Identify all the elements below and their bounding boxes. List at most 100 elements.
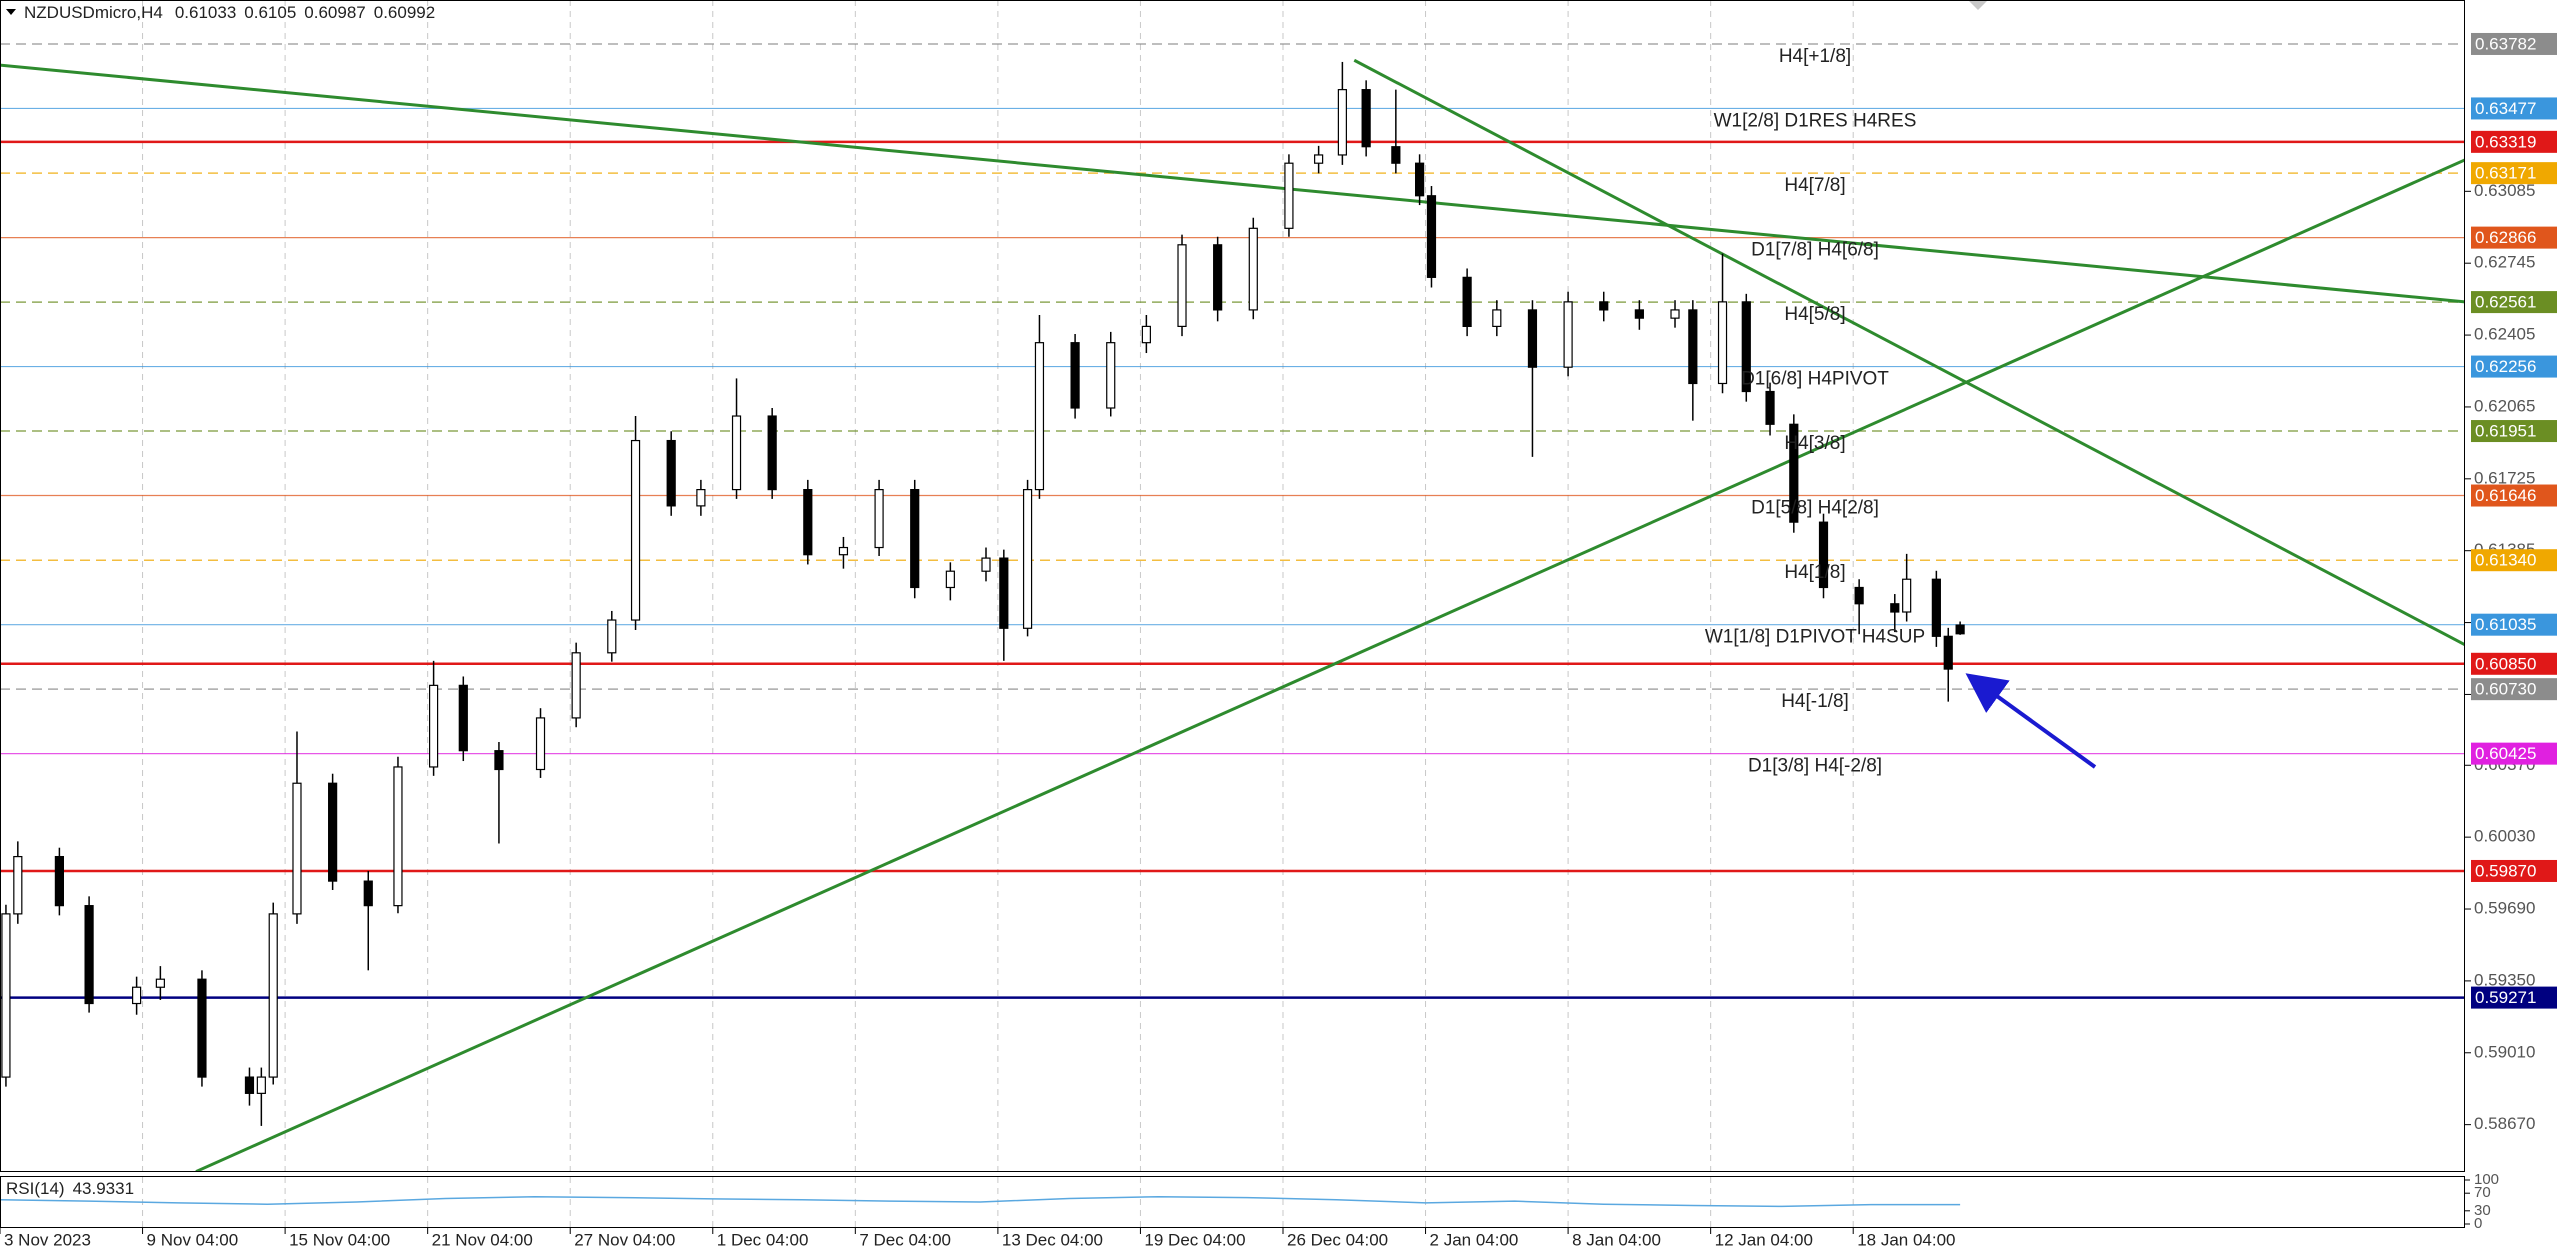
trend-line: [195, 158, 2465, 1172]
y-tick-label: 0.58670: [2474, 1114, 2535, 1133]
price-box-label: 0.61035: [2475, 615, 2536, 634]
x-tick-label: 1 Dec 04:00: [717, 1230, 809, 1249]
candle-body: [1314, 154, 1324, 164]
candle-body: [731, 415, 742, 491]
ohlc-low: 0.60987: [304, 3, 365, 22]
candle-body: [1106, 342, 1116, 409]
candle-body: [945, 570, 955, 589]
y-tick-label: 0.62405: [2474, 325, 2535, 344]
rsi-frame: [0, 1176, 2465, 1228]
price-box-label: 0.61951: [2475, 422, 2536, 441]
candle-body: [328, 782, 338, 882]
level-label: H4[-1/8]: [1781, 691, 1849, 712]
level-label: D1[5/8] H4[2/8]: [1751, 498, 1879, 519]
rsi-tick-label: 0: [2474, 1215, 2482, 1232]
candle-body: [256, 1076, 266, 1094]
candle-body: [1955, 624, 1965, 635]
level-label: H4[5/8]: [1784, 304, 1845, 325]
header: NZDUSDmicro,H4 0.61033 0.6105 0.60987 0.6099…: [24, 3, 435, 22]
level-label: D1[7/8] H4[6/8]: [1751, 240, 1879, 261]
level-label: D1[3/8] H4[-2/8]: [1748, 756, 1882, 777]
x-tick-label: 21 Nov 04:00: [432, 1230, 533, 1249]
candle-body: [874, 489, 884, 549]
trend-line: [0, 63, 2465, 304]
level-label: H4[7/8]: [1784, 175, 1845, 196]
x-tick-label: 2 Jan 04:00: [1430, 1230, 1519, 1249]
candle-body: [1634, 309, 1644, 319]
candle-body: [1, 913, 11, 1078]
x-tick-label: 26 Dec 04:00: [1287, 1230, 1388, 1249]
candle-layer: [1, 61, 1965, 1126]
candle-body: [1141, 325, 1151, 344]
candle-body: [13, 855, 23, 915]
x-tick-label: 8 Jan 04:00: [1572, 1230, 1661, 1249]
candle-body: [1177, 244, 1187, 328]
x-tick-label: 3 Nov 2023: [4, 1230, 91, 1249]
price-box-label: 0.62866: [2475, 228, 2536, 247]
candle-body: [1943, 635, 1953, 670]
x-tick-label: 12 Jan 04:00: [1715, 1230, 1813, 1249]
rsi-layer: [0, 1195, 1961, 1208]
y-tick-label: 0.59350: [2474, 970, 2535, 989]
candle-body: [571, 652, 581, 719]
plot-frame: [0, 0, 2465, 1172]
rsi-tick-label: 30: [2474, 1202, 2491, 1219]
price-box: [2471, 484, 2557, 507]
candle-body: [1931, 578, 1941, 637]
price-box-label: 0.63171: [2475, 164, 2536, 183]
candle-body: [1415, 162, 1425, 197]
level-label: D1[6/8] H4PIVOT: [1741, 369, 1889, 390]
x-tick-label: 18 Jan 04:00: [1857, 1230, 1955, 1249]
ohlc-open: 0.61033: [175, 3, 236, 22]
x-tick-label: 9 Nov 04:00: [147, 1230, 239, 1249]
candle-body: [1789, 423, 1799, 523]
candle-body: [1854, 586, 1864, 605]
ohlc-close: 0.60992: [374, 3, 435, 22]
candle-body: [1902, 578, 1912, 613]
candle-body: [630, 439, 641, 621]
price-box: [2471, 652, 2557, 675]
candle-body: [1890, 603, 1900, 613]
y-tick-label: 0.59010: [2474, 1042, 2535, 1061]
candle-body: [535, 717, 546, 771]
candle-body: [999, 557, 1009, 629]
price-box-label: 0.59271: [2475, 988, 2536, 1007]
y-tick-label: 0.63085: [2474, 181, 2535, 200]
price-box: [2471, 226, 2557, 249]
y-tick-label: 0.60030: [2474, 827, 2535, 846]
candle-body: [292, 782, 302, 915]
price-box-label: 0.60425: [2475, 744, 2536, 763]
price-box-label: 0.61646: [2475, 486, 2536, 505]
price-box: [2471, 742, 2557, 765]
price-box: [2471, 420, 2557, 443]
candle-body: [981, 557, 991, 572]
price-box: [2471, 678, 2557, 701]
x-tick-label: 7 Dec 04:00: [859, 1230, 951, 1249]
price-box: [2471, 549, 2557, 572]
candle-body: [1361, 89, 1371, 148]
level-label: H4[1/8]: [1784, 562, 1845, 583]
candle-body: [1492, 309, 1502, 328]
candle-body: [155, 978, 165, 988]
rsi-tick-label: 70: [2474, 1184, 2491, 1201]
candle-body: [1070, 342, 1080, 409]
candle-body: [54, 855, 64, 907]
y-tick-label: 0.59690: [2474, 899, 2535, 918]
candle-body: [1818, 521, 1829, 589]
candle-body: [1391, 146, 1401, 164]
rsi-name: RSI(14): [6, 1179, 65, 1198]
annotation-arrow: [1965, 673, 2097, 769]
candle-body: [1337, 89, 1347, 156]
candle-body: [607, 619, 617, 654]
candle-body: [1248, 227, 1258, 311]
rsi-tick-label: 100: [2474, 1171, 2499, 1188]
price-box: [2471, 97, 2557, 120]
price-box: [2471, 355, 2557, 378]
candle-body: [363, 880, 373, 907]
price-box-label: 0.62561: [2475, 293, 2536, 312]
candle-body: [132, 986, 142, 1005]
candle-body: [494, 750, 504, 771]
y-tick-label: 0.61725: [2474, 468, 2535, 487]
candle-body: [1599, 301, 1609, 311]
